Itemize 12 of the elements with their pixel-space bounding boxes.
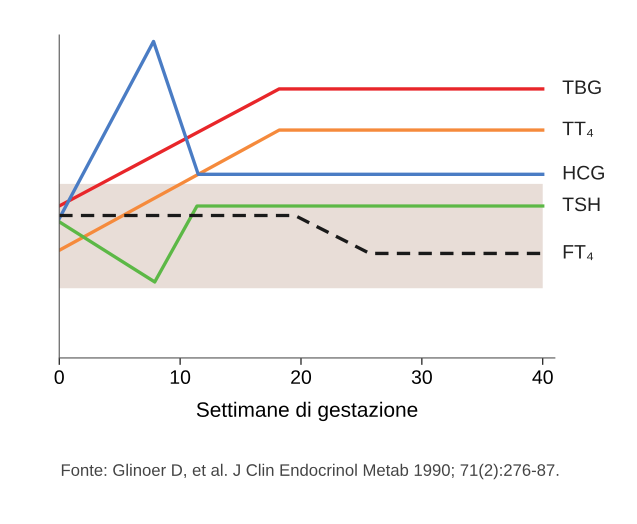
source-note: Fonte: Glinoer D, et al. J Clin Endocrinol Metab 1990; 71(2):276-87. bbox=[62, 464, 558, 480]
series-label: TSH bbox=[562, 197, 600, 212]
series-label: FT₄ bbox=[564, 245, 594, 260]
x-axis-title: Settimane di gestazione bbox=[196, 402, 418, 422]
x-tick-label: 10 bbox=[170, 370, 190, 384]
x-tick-label: 0 bbox=[54, 370, 64, 384]
series-label: TT₄ bbox=[562, 122, 594, 137]
series-label: HCG bbox=[564, 166, 604, 180]
x-tick-label: 20 bbox=[291, 370, 312, 384]
x-tick-label: 30 bbox=[412, 370, 432, 384]
x-tick-label: 40 bbox=[532, 370, 553, 384]
series-label: TBG bbox=[562, 80, 601, 94]
